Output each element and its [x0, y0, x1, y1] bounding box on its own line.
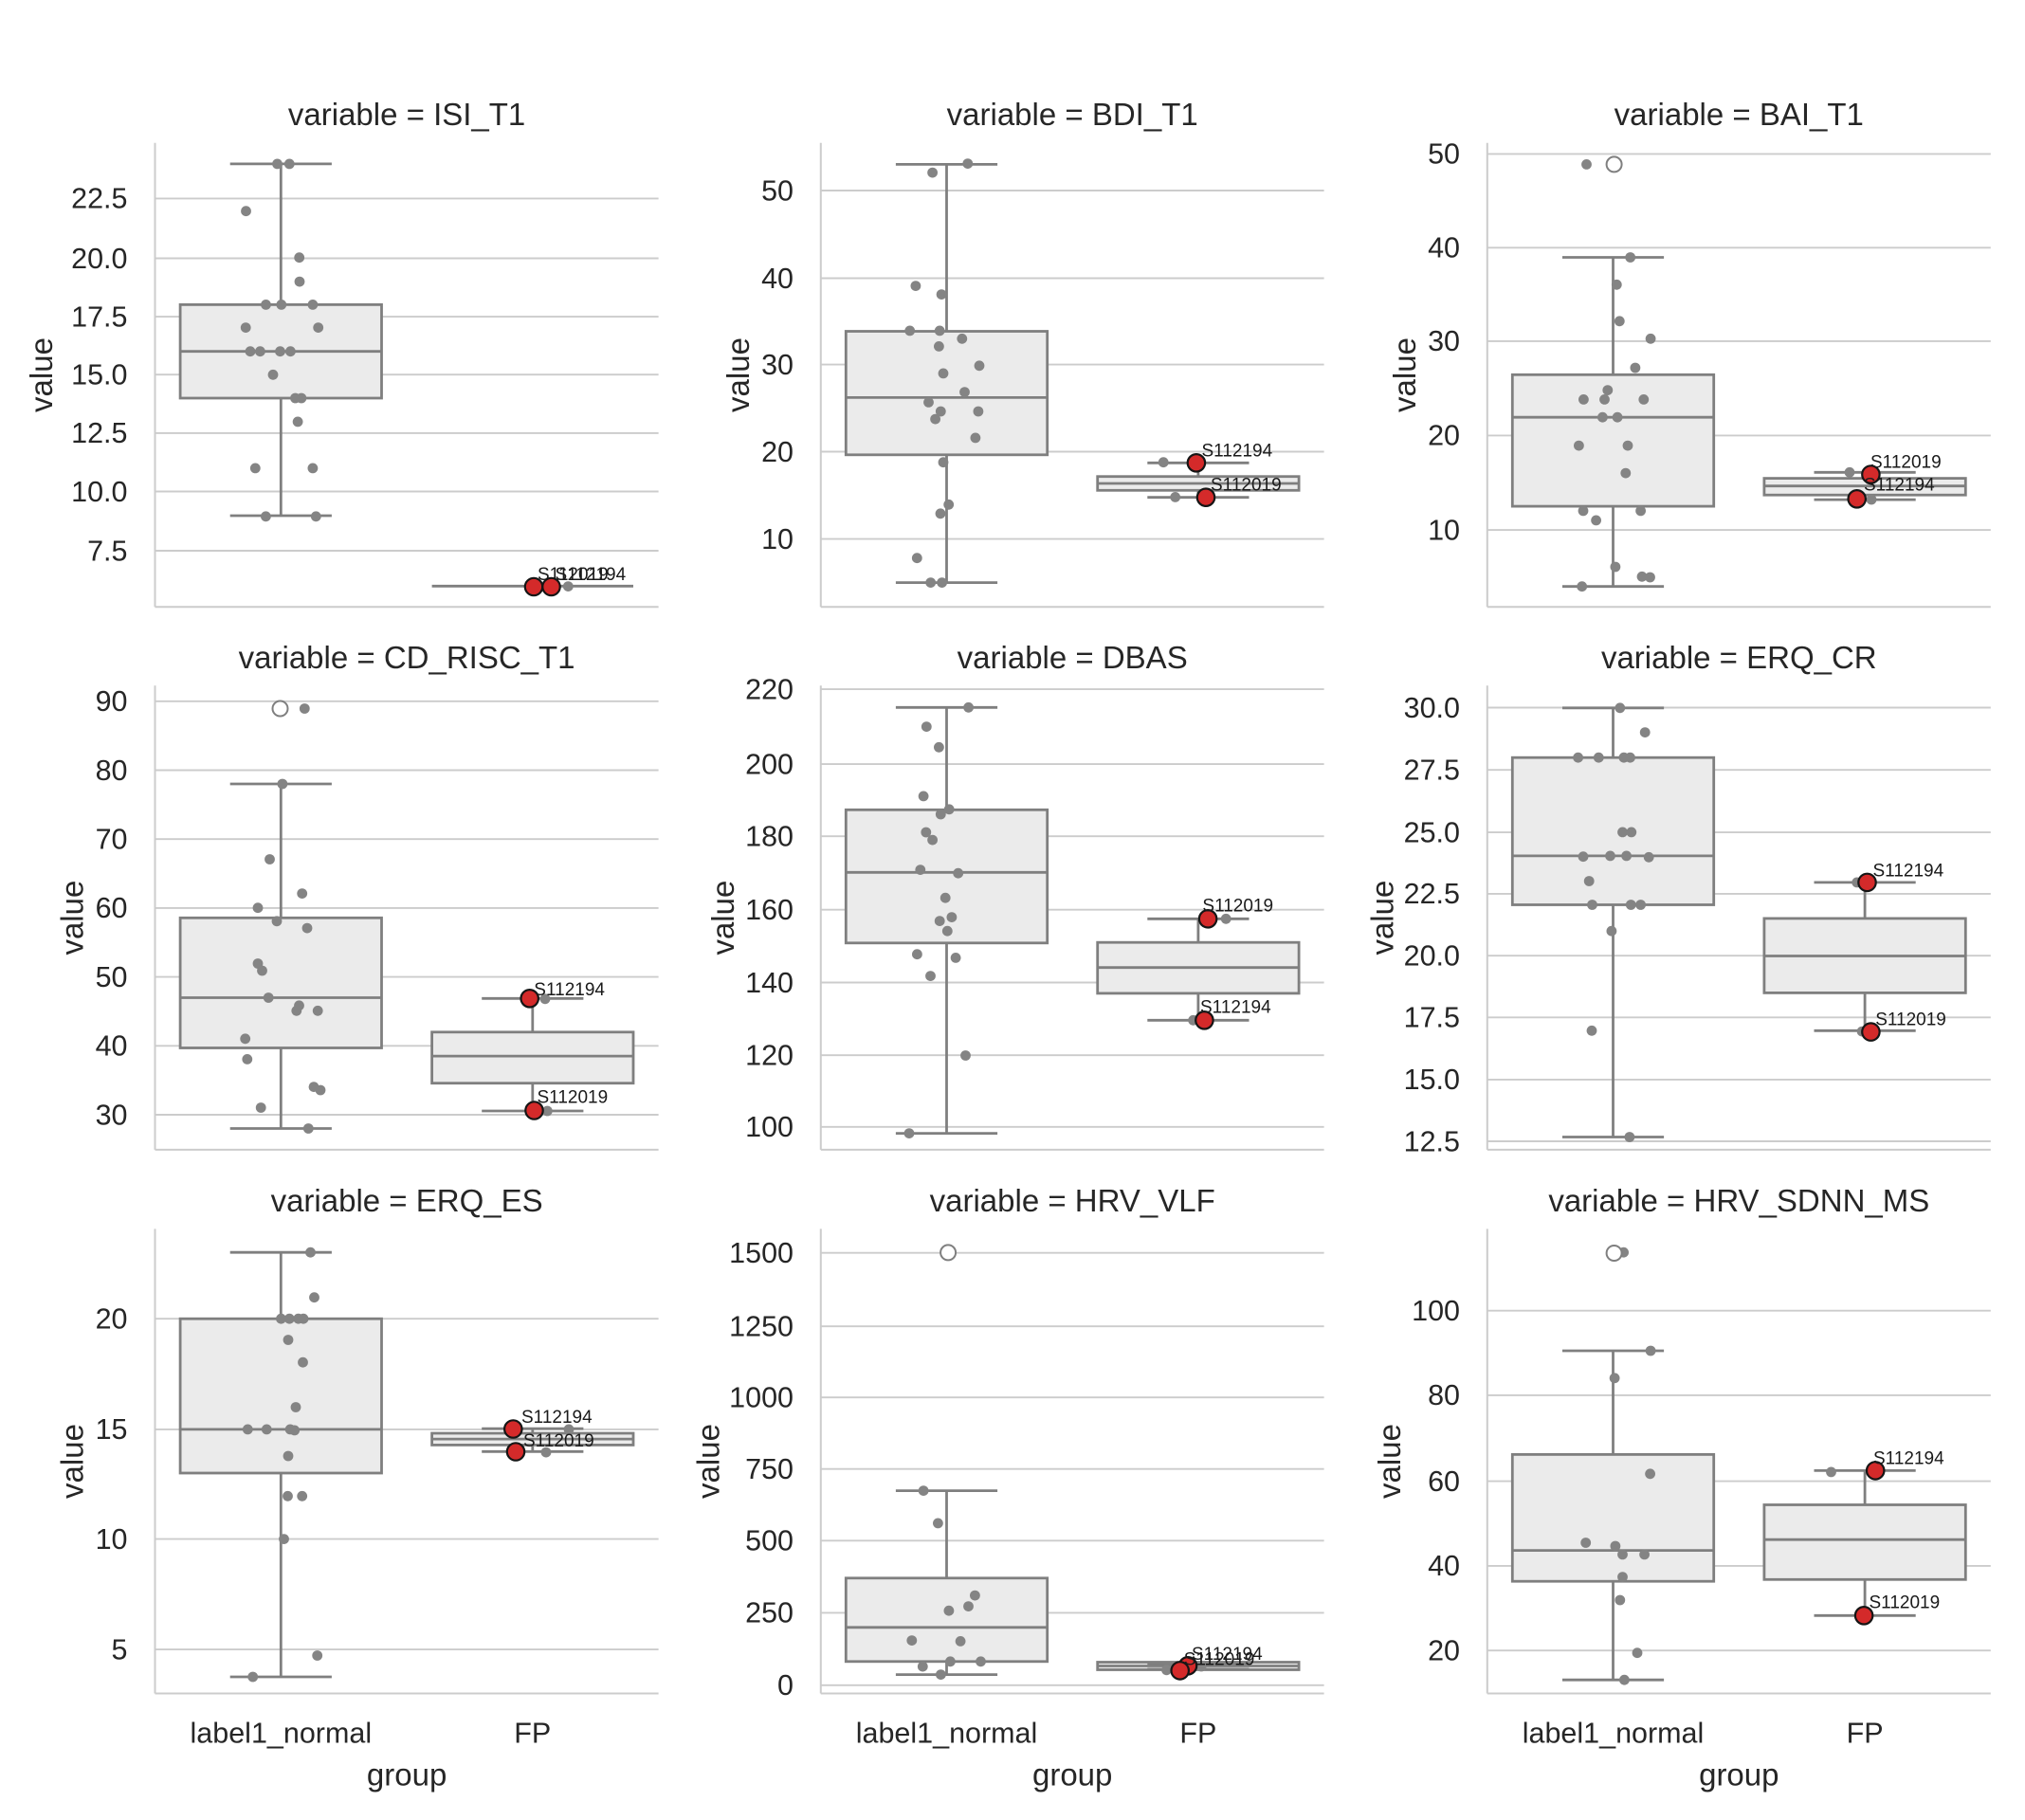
svg-text:group: group	[367, 1757, 447, 1793]
svg-text:40: 40	[1428, 232, 1460, 264]
svg-text:120: 120	[745, 1040, 794, 1072]
svg-text:value: value	[55, 881, 90, 956]
svg-text:10: 10	[761, 523, 794, 555]
svg-text:value: value	[24, 337, 59, 412]
svg-text:17.5: 17.5	[1404, 1002, 1460, 1034]
svg-text:100: 100	[1412, 1295, 1460, 1327]
svg-text:70: 70	[96, 824, 128, 856]
svg-text:50: 50	[96, 961, 128, 993]
svg-text:variable = BAI_T1: variable = BAI_T1	[1615, 97, 1864, 132]
svg-text:80: 80	[1428, 1379, 1460, 1411]
svg-text:group: group	[1032, 1757, 1112, 1793]
svg-text:220: 220	[745, 673, 794, 705]
svg-text:10.0: 10.0	[71, 476, 127, 508]
svg-text:22.5: 22.5	[1404, 878, 1460, 910]
svg-text:200: 200	[745, 748, 794, 780]
svg-text:1000: 1000	[729, 1382, 794, 1414]
svg-text:S112194: S112194	[534, 980, 605, 1000]
svg-text:value: value	[55, 1424, 90, 1499]
svg-text:variable = ISI_T1: variable = ISI_T1	[288, 97, 525, 132]
svg-text:30.0: 30.0	[1404, 692, 1460, 724]
svg-text:15.0: 15.0	[1404, 1064, 1460, 1096]
svg-text:FP: FP	[1179, 1718, 1216, 1750]
svg-text:S112194: S112194	[1873, 1449, 1944, 1469]
svg-text:60: 60	[96, 892, 128, 924]
svg-text:variable = ERQ_ES: variable = ERQ_ES	[271, 1183, 543, 1218]
svg-text:value: value	[705, 881, 740, 956]
svg-text:S112019: S112019	[1875, 1010, 1946, 1030]
svg-text:label1_normal: label1_normal	[1523, 1718, 1705, 1750]
svg-text:FP: FP	[514, 1718, 551, 1750]
svg-text:12.5: 12.5	[1404, 1125, 1460, 1157]
svg-text:variable = ERQ_CR: variable = ERQ_CR	[1601, 640, 1877, 675]
svg-text:value: value	[1364, 881, 1399, 956]
svg-text:20: 20	[1428, 420, 1460, 452]
svg-text:variable = HRV_VLF: variable = HRV_VLF	[930, 1183, 1215, 1218]
svg-text:label1_normal: label1_normal	[856, 1718, 1038, 1750]
svg-text:S112194: S112194	[1202, 442, 1273, 462]
svg-text:group: group	[1699, 1757, 1779, 1793]
svg-text:S112194: S112194	[556, 565, 627, 585]
svg-text:17.5: 17.5	[71, 300, 127, 333]
svg-text:50: 50	[1428, 138, 1460, 171]
svg-text:5: 5	[112, 1633, 128, 1665]
svg-text:160: 160	[745, 894, 794, 926]
svg-text:140: 140	[745, 967, 794, 999]
svg-text:15: 15	[96, 1413, 128, 1446]
svg-text:30: 30	[761, 349, 794, 381]
svg-text:S112019: S112019	[1870, 453, 1942, 473]
svg-text:value: value	[721, 337, 756, 412]
svg-text:100: 100	[745, 1111, 794, 1143]
svg-text:180: 180	[745, 821, 794, 853]
svg-text:value: value	[1387, 337, 1422, 412]
svg-text:S112019: S112019	[523, 1431, 594, 1451]
svg-text:S112019: S112019	[1211, 476, 1282, 496]
svg-text:90: 90	[96, 685, 128, 718]
svg-text:10: 10	[96, 1523, 128, 1556]
svg-text:250: 250	[745, 1597, 794, 1629]
svg-text:S112194: S112194	[521, 1408, 593, 1428]
svg-text:S112194: S112194	[1864, 476, 1935, 496]
svg-text:750: 750	[745, 1453, 794, 1485]
svg-text:value: value	[690, 1424, 725, 1499]
svg-text:1250: 1250	[729, 1311, 794, 1343]
svg-text:S112019: S112019	[1184, 1649, 1255, 1669]
svg-text:20: 20	[761, 436, 794, 468]
svg-text:50: 50	[761, 174, 794, 207]
svg-text:27.5: 27.5	[1404, 755, 1460, 787]
svg-text:1500: 1500	[729, 1237, 794, 1269]
svg-text:7.5: 7.5	[87, 535, 127, 567]
svg-text:12.5: 12.5	[71, 417, 127, 449]
svg-text:40: 40	[1428, 1550, 1460, 1582]
svg-text:S112194: S112194	[1192, 1645, 1263, 1665]
svg-text:20.0: 20.0	[1404, 940, 1460, 973]
svg-text:variable = CD_RISC_T1: variable = CD_RISC_T1	[239, 640, 575, 675]
svg-text:0: 0	[777, 1669, 794, 1702]
svg-text:S112019: S112019	[538, 1088, 609, 1108]
svg-text:value: value	[1372, 1424, 1407, 1499]
svg-text:500: 500	[745, 1525, 794, 1557]
svg-text:S112019: S112019	[1202, 897, 1273, 917]
svg-text:22.5: 22.5	[71, 183, 127, 215]
svg-text:80: 80	[96, 755, 128, 787]
svg-text:60: 60	[1428, 1465, 1460, 1498]
svg-text:label1_normal: label1_normal	[191, 1718, 373, 1750]
svg-text:40: 40	[761, 263, 794, 295]
svg-text:variable = BDI_T1: variable = BDI_T1	[947, 97, 1198, 132]
svg-text:10: 10	[1428, 514, 1460, 546]
svg-text:20: 20	[96, 1303, 128, 1336]
svg-text:variable = DBAS: variable = DBAS	[958, 640, 1188, 675]
svg-text:S112019: S112019	[1870, 1593, 1941, 1613]
svg-text:FP: FP	[1847, 1718, 1884, 1750]
svg-text:30: 30	[96, 1099, 128, 1131]
svg-text:25.0: 25.0	[1404, 816, 1460, 848]
svg-text:variable = HRV_SDNN_MS: variable = HRV_SDNN_MS	[1548, 1183, 1929, 1218]
svg-text:20.0: 20.0	[71, 243, 127, 275]
svg-text:20: 20	[1428, 1635, 1460, 1667]
svg-text:30: 30	[1428, 325, 1460, 357]
svg-text:S112194: S112194	[1200, 998, 1271, 1018]
svg-text:40: 40	[96, 1030, 128, 1063]
svg-text:S112194: S112194	[1873, 862, 1944, 882]
svg-text:15.0: 15.0	[71, 359, 127, 391]
